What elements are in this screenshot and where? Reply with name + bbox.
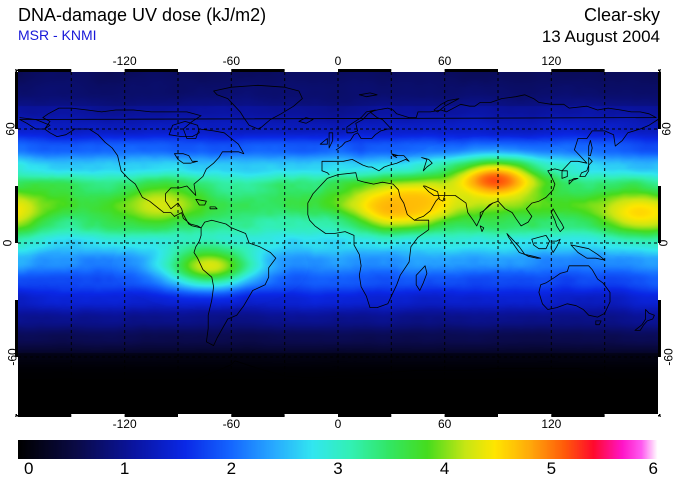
colorbar-tick-2: 2	[226, 459, 237, 478]
x-axis-bot-tick-0: 0	[334, 417, 342, 431]
y-axis-left-tick--60: -60	[5, 348, 20, 366]
date-label: 13 August 2004	[541, 27, 660, 46]
x-axis-bot-tick-60: 60	[437, 417, 452, 431]
x-axis-top-tick--60: -60	[222, 54, 240, 68]
coastline-overlay	[18, 84, 658, 392]
colorbar-tick-6: 6	[648, 459, 658, 478]
colorbar-tick-5: 5	[546, 459, 557, 478]
y-axis-left-tick-0: 0	[0, 239, 15, 247]
page-title: DNA-damage UV dose (kJ/m2)	[18, 5, 267, 25]
colorbar-tick-1: 1	[119, 459, 130, 478]
x-axis-top-tick-120: 120	[541, 54, 562, 68]
x-axis-top-tick--120: -120	[112, 54, 137, 68]
x-axis-top-tick-0: 0	[334, 54, 342, 68]
colorbar-tick-labels: 0 1 2 3 4 5 6	[18, 459, 658, 479]
x-axis-bot-tick--60: -60	[222, 417, 240, 431]
y-axis-right-tick-0: 0	[656, 239, 671, 247]
map-raster-field	[18, 72, 658, 414]
uv-dose-map	[15, 69, 661, 417]
header-right-block: Clear-sky 13 August 2004	[360, 4, 660, 47]
y-axis-right-tick-60: 60	[659, 122, 674, 136]
colorbar-tick-3: 3	[333, 459, 343, 478]
colorbar-tick-0: 0	[24, 459, 34, 478]
data-source-label: MSR - KNMI	[18, 27, 97, 43]
x-axis-top-tick-60: 60	[437, 54, 452, 68]
colorbar-tick-4: 4	[439, 459, 450, 478]
y-axis-right-tick--60: -60	[661, 348, 676, 366]
y-axis-left-tick-60: 60	[3, 122, 18, 136]
x-axis-bot-tick--120: -120	[112, 417, 137, 431]
header-left-block: DNA-damage UV dose (kJ/m2) MSR - KNMI	[18, 4, 438, 45]
colorbar-gradient	[18, 440, 658, 459]
x-axis-bot-tick-120: 120	[541, 417, 562, 431]
sky-condition-label: Clear-sky	[583, 5, 660, 25]
colorbar	[18, 440, 658, 459]
